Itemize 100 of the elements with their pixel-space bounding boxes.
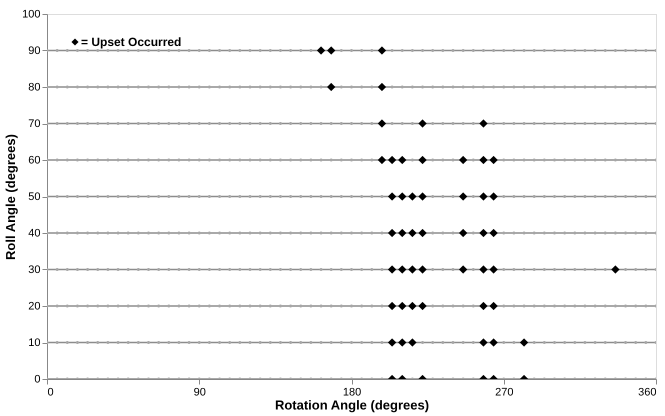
point bbox=[441, 268, 444, 271]
point bbox=[167, 158, 170, 162]
point bbox=[157, 268, 160, 271]
point bbox=[198, 268, 201, 271]
point bbox=[177, 341, 180, 344]
point bbox=[398, 192, 406, 201]
point bbox=[218, 49, 222, 52]
point bbox=[157, 158, 160, 162]
point bbox=[458, 192, 468, 201]
point bbox=[634, 304, 638, 308]
point bbox=[106, 195, 110, 198]
point bbox=[147, 195, 150, 198]
point bbox=[380, 341, 384, 344]
point bbox=[644, 86, 648, 88]
point bbox=[452, 49, 454, 52]
point bbox=[532, 158, 536, 162]
point bbox=[563, 49, 566, 52]
point bbox=[136, 86, 140, 88]
point bbox=[86, 341, 90, 344]
point bbox=[157, 341, 160, 344]
point bbox=[340, 304, 343, 308]
point bbox=[563, 304, 566, 308]
point bbox=[532, 49, 536, 52]
point bbox=[472, 49, 475, 52]
point bbox=[136, 304, 140, 308]
point bbox=[248, 195, 252, 198]
point bbox=[167, 304, 170, 308]
point bbox=[604, 122, 607, 125]
point bbox=[408, 228, 417, 238]
point bbox=[96, 195, 100, 198]
point bbox=[512, 158, 516, 162]
point bbox=[614, 86, 617, 88]
point bbox=[56, 268, 59, 271]
point bbox=[157, 232, 160, 234]
point bbox=[299, 232, 302, 234]
point bbox=[502, 232, 506, 234]
point bbox=[614, 195, 617, 198]
point bbox=[177, 304, 180, 308]
point bbox=[116, 304, 120, 308]
point bbox=[66, 86, 69, 88]
point bbox=[380, 232, 384, 234]
point bbox=[258, 122, 262, 125]
point bbox=[66, 122, 69, 125]
point bbox=[370, 268, 374, 271]
point bbox=[116, 122, 120, 125]
point bbox=[532, 341, 536, 344]
point bbox=[96, 232, 100, 234]
point bbox=[66, 268, 69, 271]
point bbox=[299, 86, 302, 88]
point bbox=[472, 341, 475, 344]
point bbox=[553, 49, 556, 52]
point bbox=[350, 304, 353, 308]
point bbox=[299, 122, 302, 125]
point bbox=[462, 86, 465, 88]
point bbox=[228, 304, 232, 308]
point bbox=[418, 119, 427, 128]
point bbox=[614, 232, 617, 234]
point bbox=[56, 86, 59, 88]
point bbox=[370, 158, 374, 162]
point bbox=[76, 158, 79, 162]
point bbox=[604, 341, 607, 344]
point bbox=[289, 232, 292, 234]
point bbox=[634, 158, 638, 162]
point bbox=[360, 158, 364, 162]
point bbox=[522, 86, 526, 88]
point bbox=[583, 232, 586, 234]
point bbox=[522, 49, 526, 52]
point bbox=[553, 341, 556, 344]
point bbox=[278, 49, 282, 52]
point bbox=[177, 122, 180, 125]
point bbox=[56, 195, 59, 198]
point bbox=[418, 192, 427, 201]
point bbox=[106, 49, 110, 52]
point bbox=[309, 49, 312, 52]
point bbox=[268, 304, 272, 308]
point bbox=[66, 232, 69, 234]
point bbox=[573, 232, 576, 234]
point bbox=[157, 304, 160, 308]
y-tick-label: 80 bbox=[28, 82, 40, 94]
point bbox=[228, 158, 232, 162]
point bbox=[56, 232, 59, 234]
point bbox=[452, 304, 454, 308]
point bbox=[268, 49, 272, 52]
point bbox=[278, 195, 282, 198]
point bbox=[594, 49, 597, 52]
point bbox=[542, 86, 546, 88]
point bbox=[431, 304, 434, 308]
point bbox=[198, 195, 201, 198]
point bbox=[370, 341, 374, 344]
point bbox=[157, 195, 160, 198]
point bbox=[431, 122, 434, 125]
point bbox=[238, 268, 242, 271]
point bbox=[66, 49, 69, 52]
point bbox=[218, 122, 222, 125]
point bbox=[106, 341, 110, 344]
point bbox=[522, 122, 526, 125]
point bbox=[378, 82, 386, 92]
point bbox=[96, 86, 100, 88]
point bbox=[167, 268, 170, 271]
point bbox=[563, 122, 566, 125]
